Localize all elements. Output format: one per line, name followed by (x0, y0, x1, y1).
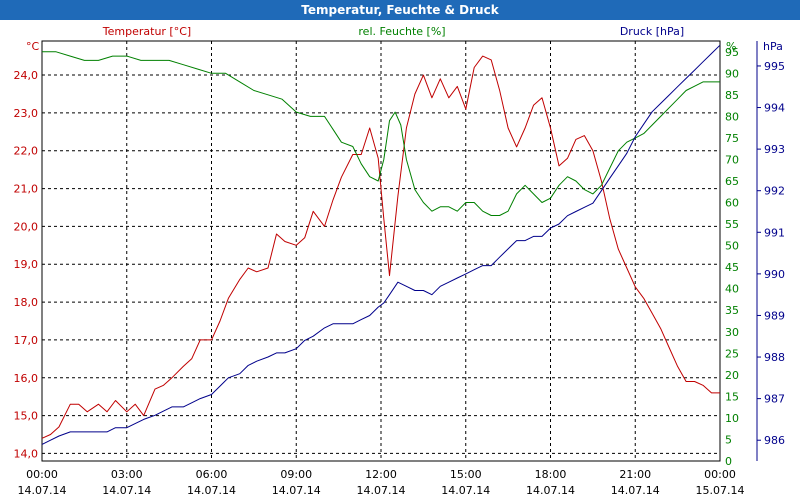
temperature-tick-label: 20,0 (14, 220, 39, 233)
temperature-tick-label: 22,0 (14, 145, 39, 158)
humidity-tick-label: 80 (725, 110, 739, 123)
temperature-axis-label: Temperatur [°C] (102, 25, 191, 38)
humidity-tick-label: 0 (725, 455, 732, 468)
pressure-tick-label: 987 (764, 393, 785, 406)
temperature-tick-label: 21,0 (14, 183, 39, 196)
x-tick-time: 21:00 (619, 468, 651, 481)
humidity-tick-label: 90 (725, 67, 739, 80)
x-tick-time: 00:00 (704, 468, 736, 481)
x-tick-time: 18:00 (535, 468, 567, 481)
x-tick-date: 14.07.14 (18, 484, 67, 497)
humidity-tick-label: 45 (725, 261, 739, 274)
humidity-tick-label: 55 (725, 218, 739, 231)
humidity-tick-label: 60 (725, 197, 739, 210)
humidity-tick-label: 95 (725, 46, 739, 59)
pressure-tick-label: 994 (764, 102, 785, 115)
x-tick-date: 15.07.14 (696, 484, 745, 497)
pressure-tick-label: 990 (764, 268, 785, 281)
pressure-tick-label: 991 (764, 226, 785, 239)
pressure-unit: hPa (763, 40, 783, 53)
series-lines (41, 44, 721, 445)
humidity-tick-label: 75 (725, 132, 739, 145)
pressure-tick-label: 992 (764, 185, 785, 198)
x-tick-time: 15:00 (450, 468, 482, 481)
humidity-tick-label: 50 (725, 240, 739, 253)
humidity-line (42, 51, 720, 216)
temperature-tick-label: 15,0 (14, 410, 39, 423)
pressure-tick-label: 993 (764, 143, 785, 156)
humidity-tick-label: 20 (725, 369, 739, 382)
temperature-line (41, 55, 720, 439)
chart-window-title: Temperatur, Feuchte & Druck (0, 0, 800, 20)
pressure-tick-label: 995 (764, 60, 785, 73)
humidity-tick-label: 25 (725, 347, 739, 360)
x-tick-time: 03:00 (111, 468, 143, 481)
humidity-unit: % (726, 40, 736, 53)
humidity-tick-label: 5 (725, 433, 732, 446)
humidity-axis-label: rel. Feuchte [%] (358, 25, 445, 38)
temperature-tick-label: 19,0 (14, 258, 39, 271)
x-tick-date: 14.07.14 (272, 484, 321, 497)
humidity-tick-label: 65 (725, 175, 739, 188)
humidity-tick-label: 35 (725, 304, 739, 317)
humidity-tick-label: 10 (725, 412, 739, 425)
x-tick-date: 14.07.14 (611, 484, 660, 497)
axis-ticks: 00:00 14.07.14 03:00 14.07.14 06:00 14.07.14 0… (14, 46, 786, 497)
temperature-tick-label: 16,0 (14, 372, 39, 385)
x-tick-date: 14.07.14 (187, 484, 236, 497)
humidity-tick-label: 15 (725, 390, 739, 403)
humidity-tick-label: 70 (725, 153, 739, 166)
x-tick-date: 14.07.14 (357, 484, 406, 497)
weather-line-chart: Temperatur [°C] rel. Feuchte [%] Druck [… (14, 25, 786, 497)
humidity-tick-label: 30 (725, 326, 739, 339)
temperature-tick-label: 17,0 (14, 334, 39, 347)
temperature-tick-label: 23,0 (14, 107, 39, 120)
pressure-tick-label: 988 (764, 351, 785, 364)
x-tick-time: 09:00 (280, 468, 312, 481)
pressure-tick-label: 989 (764, 309, 785, 322)
pressure-line (41, 44, 721, 445)
humidity-tick-label: 40 (725, 283, 739, 296)
temperature-tick-label: 18,0 (14, 296, 39, 309)
temperature-tick-label: 24,0 (14, 69, 39, 82)
pressure-tick-label: 986 (764, 434, 785, 447)
temperature-tick-label: 14,0 (14, 447, 39, 460)
x-tick-time: 06:00 (196, 468, 228, 481)
temperature-unit: °C (26, 40, 40, 53)
x-tick-time: 00:00 (26, 468, 58, 481)
x-tick-date: 14.07.14 (441, 484, 490, 497)
x-tick-date: 14.07.14 (102, 484, 151, 497)
x-tick-date: 14.07.14 (526, 484, 575, 497)
pressure-axis-label: Druck [hPa] (620, 25, 684, 38)
x-tick-time: 12:00 (365, 468, 397, 481)
humidity-tick-label: 85 (725, 89, 739, 102)
